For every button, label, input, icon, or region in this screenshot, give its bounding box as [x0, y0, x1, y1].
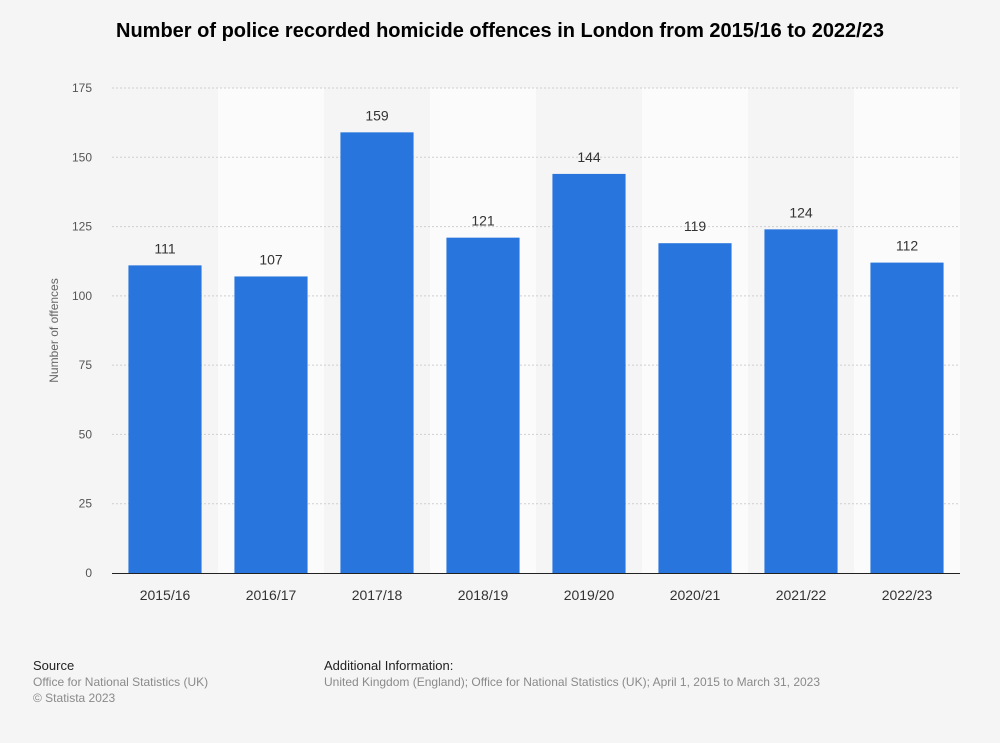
source-heading: Source — [33, 658, 75, 673]
x-tick-label: 2017/18 — [352, 587, 403, 603]
y-tick-label: 100 — [72, 289, 92, 303]
additional-info-block: Additional Information: United Kingdom (… — [324, 658, 820, 690]
chart-title: Number of police recorded homicide offen… — [116, 20, 884, 42]
additional-info-text: United Kingdom (England); Office for Nat… — [324, 675, 821, 689]
bar-value-label: 112 — [896, 238, 919, 254]
source-line-1[interactable]: Office for National Statistics (UK) — [33, 675, 209, 689]
bars — [128, 132, 944, 574]
bar-value-label: 119 — [684, 218, 707, 234]
y-tick-label: 50 — [79, 427, 93, 441]
bar[interactable] — [870, 262, 944, 573]
data-labels: 111 107 159 121 144 119 124 112 — [154, 107, 918, 267]
bar[interactable] — [552, 173, 626, 573]
y-axis-ticks: 0 25 50 75 100 125 150 175 — [72, 81, 92, 580]
x-tick-label: 2015/16 — [140, 587, 191, 603]
bar[interactable] — [234, 276, 308, 573]
source-block: Source Office for National Statistics (U… — [33, 658, 208, 706]
bar-value-label: 159 — [365, 107, 389, 123]
x-tick-label: 2020/21 — [670, 587, 721, 603]
y-tick-label: 25 — [79, 497, 93, 511]
bar[interactable] — [658, 243, 732, 573]
x-tick-label: 2021/22 — [776, 587, 827, 603]
bar[interactable] — [340, 132, 414, 574]
y-axis-label: Number of offences — [47, 278, 61, 383]
bar[interactable] — [446, 237, 520, 573]
additional-info-heading: Additional Information: — [324, 658, 454, 673]
y-tick-label: 125 — [72, 220, 92, 234]
bar-value-label: 121 — [471, 213, 495, 229]
x-tick-label: 2018/19 — [458, 587, 509, 603]
bar-value-label: 144 — [577, 149, 601, 165]
x-axis-ticks: 2015/16 2016/17 2017/18 2018/19 2019/20 2020/… — [140, 587, 933, 603]
y-tick-label: 150 — [72, 150, 92, 164]
x-tick-label: 2022/23 — [882, 587, 933, 603]
bar-chart: 111 107 159 121 144 119 124 112 0 25 50 75 100 125 15… — [47, 81, 960, 603]
y-tick-label: 75 — [79, 358, 93, 372]
bar[interactable] — [764, 229, 838, 574]
source-line-2[interactable]: © Statista 2023 — [33, 691, 116, 705]
y-tick-label: 175 — [72, 81, 92, 95]
y-tick-label: 0 — [85, 566, 92, 580]
bar-value-label: 124 — [789, 204, 813, 220]
bar[interactable] — [128, 265, 202, 573]
bar-value-label: 107 — [259, 251, 283, 267]
x-tick-label: 2016/17 — [246, 587, 297, 603]
x-tick-label: 2019/20 — [564, 587, 615, 603]
bar-value-label: 111 — [154, 240, 175, 256]
